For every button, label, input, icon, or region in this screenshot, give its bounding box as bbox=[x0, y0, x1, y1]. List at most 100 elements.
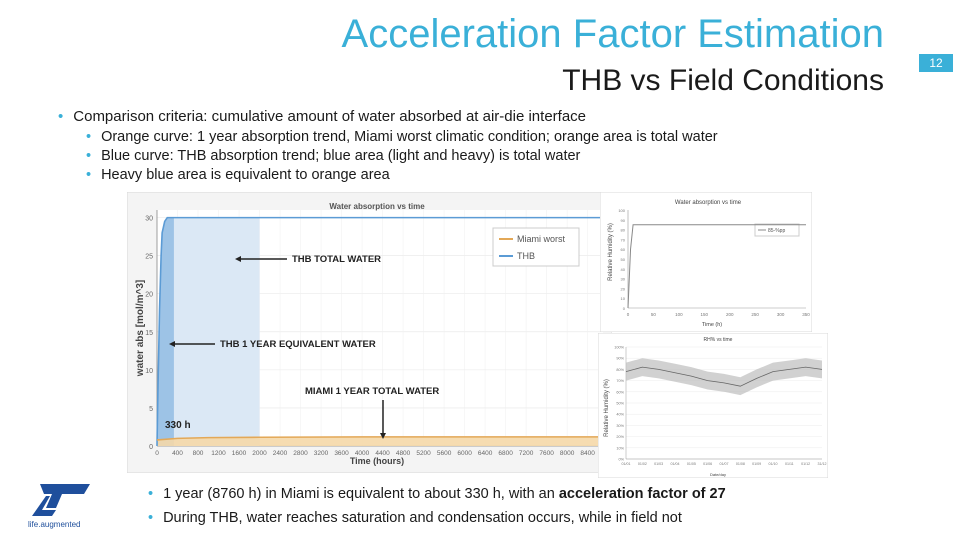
x-tick-label: 2800 bbox=[293, 450, 308, 457]
arrowhead bbox=[169, 341, 175, 347]
x-tick-label: 4000 bbox=[355, 450, 370, 457]
y-tick-label: 0 bbox=[149, 444, 153, 451]
y-tick-label: 90% bbox=[616, 357, 624, 361]
x-tick-label: 250 bbox=[751, 312, 759, 317]
st-logo: life.augmented bbox=[28, 484, 90, 529]
y-tick-label: 25 bbox=[145, 254, 153, 261]
y-tick-label: 30 bbox=[145, 216, 153, 223]
sub-bullet: • Heavy blue area is equivalent to orange… bbox=[86, 167, 390, 183]
series-line-rh bbox=[625, 366, 823, 387]
x-tick-label: 150 bbox=[701, 312, 709, 317]
y-tick-label: 60% bbox=[616, 390, 624, 394]
legend-label-thb: THB bbox=[517, 251, 535, 261]
series-line-miami-worst bbox=[156, 436, 603, 441]
x-tick-label: 01/12 bbox=[801, 462, 810, 466]
y-tick-label: 80% bbox=[616, 368, 624, 372]
x-tick-label: 01/09 bbox=[752, 462, 761, 466]
x-tick-label: 01/07 bbox=[720, 462, 729, 466]
bottom-bullet: • 1 year (8760 h) in Miami is equivalent … bbox=[148, 486, 726, 502]
bullet-dot: • bbox=[148, 510, 154, 526]
rh-year-chart: RH% vs time Relative Humidity (%) Date/d… bbox=[598, 333, 828, 478]
y-tick-label: 10% bbox=[616, 446, 624, 450]
legend-label: 85-%pp bbox=[768, 228, 785, 234]
x-tick-label: 2000 bbox=[252, 450, 267, 457]
legend-box bbox=[754, 223, 800, 237]
x-tick-label: 01/05 bbox=[687, 462, 696, 466]
bullet-main: • Comparison criteria: cumulative amount … bbox=[58, 108, 586, 125]
x-tick-label: 01/10 bbox=[769, 462, 778, 466]
x-tick-label: 6800 bbox=[498, 450, 513, 457]
x-tick-label: 1200 bbox=[211, 450, 226, 457]
y-axis-label: Relative Humidity (%) bbox=[604, 379, 610, 437]
y-tick-label: 50 bbox=[621, 257, 626, 262]
thb-total-area bbox=[157, 217, 260, 446]
y-tick-label: 10 bbox=[621, 296, 626, 301]
sub-bullet-text: Blue curve: THB absorption trend; blue a… bbox=[101, 148, 581, 164]
x-axis-label: Time (hours) bbox=[350, 456, 404, 466]
x-tick-label: 01/03 bbox=[654, 462, 663, 466]
y-tick-label: 60 bbox=[621, 247, 626, 252]
x-tick-label: 01/11 bbox=[785, 462, 794, 466]
bullet-dot: • bbox=[58, 108, 64, 125]
bottom-bullet-text: During THB, water reaches saturation and… bbox=[163, 510, 682, 526]
x-tick-label: 7200 bbox=[519, 450, 534, 457]
y-axis-label: Relative Humidity (%) bbox=[608, 223, 614, 281]
y-tick-label: 40 bbox=[621, 267, 626, 272]
series-line-rh bbox=[627, 224, 806, 309]
y-tick-label: 5 bbox=[149, 406, 153, 413]
x-tick-label: 5200 bbox=[416, 450, 431, 457]
y-tick-label: 80 bbox=[621, 228, 626, 233]
miami-total-area bbox=[157, 436, 603, 446]
x-tick-label: 8000 bbox=[560, 450, 575, 457]
bullet-dot: • bbox=[86, 129, 92, 145]
x-tick-label: 6400 bbox=[478, 450, 493, 457]
logo-shape bbox=[32, 496, 56, 516]
bottom-bullet: • During THB, water reaches saturation an… bbox=[148, 510, 682, 526]
x-tick-label: 1600 bbox=[232, 450, 247, 457]
y-tick-label: 100 bbox=[618, 208, 625, 213]
annotation-miami-total: MIAMI 1 YEAR TOTAL WATER bbox=[305, 386, 439, 397]
x-tick-label: 100 bbox=[675, 312, 683, 317]
y-axis-label: water abs [mol/m^3] bbox=[135, 280, 146, 377]
chart-title: RH% vs time bbox=[704, 337, 733, 343]
y-tick-label: 10 bbox=[145, 368, 153, 375]
x-tick-label: 7600 bbox=[539, 450, 554, 457]
chart-background bbox=[600, 192, 812, 332]
x-tick-label: 8400 bbox=[580, 450, 595, 457]
bottom-bullet-bold: acceleration factor of 27 bbox=[558, 486, 726, 502]
x-tick-label: 800 bbox=[193, 450, 204, 457]
bullet-dot: • bbox=[86, 148, 92, 164]
x-tick-label: 31/12 bbox=[818, 462, 827, 466]
page-subtitle: THB vs Field Conditions bbox=[562, 64, 884, 97]
y-tick-label: 0 bbox=[623, 306, 626, 311]
y-tick-label: 70 bbox=[621, 237, 626, 242]
x-tick-label: 01/01 bbox=[622, 462, 631, 466]
x-tick-label: 200 bbox=[726, 312, 734, 317]
x-tick-label: 4400 bbox=[375, 450, 390, 457]
rh-step-chart: Water absorption vs time Relative Humidi… bbox=[600, 192, 812, 332]
page-number-badge: 12 bbox=[919, 54, 953, 72]
y-tick-label: 100% bbox=[614, 346, 624, 350]
x-tick-label: 350 bbox=[802, 312, 810, 317]
sub-bullet: • Blue curve: THB absorption trend; blue … bbox=[86, 148, 580, 164]
bottom-bullet-text: 1 year (8760 h) in Miami is equivalent t… bbox=[163, 486, 559, 502]
y-tick-label: 15 bbox=[145, 330, 153, 337]
annotation-330h: 330 h bbox=[165, 420, 191, 431]
chart-title: Water absorption vs time bbox=[675, 200, 742, 206]
y-tick-label: 90 bbox=[621, 218, 626, 223]
x-tick-label: 6000 bbox=[457, 450, 472, 457]
x-tick-label: 400 bbox=[172, 450, 183, 457]
y-tick-label: 30% bbox=[616, 424, 624, 428]
series-line-thb bbox=[156, 216, 603, 447]
bullet-dot: • bbox=[86, 167, 92, 183]
x-tick-label: 01/08 bbox=[736, 462, 745, 466]
logo-tagline: life.augmented bbox=[28, 520, 80, 529]
sub-bullet: • Orange curve: 1 year absorption trend, … bbox=[86, 129, 718, 145]
y-tick-label: 40% bbox=[616, 413, 624, 417]
y-tick-label: 20 bbox=[145, 292, 153, 299]
arrowhead bbox=[235, 256, 241, 262]
y-tick-label: 20% bbox=[616, 435, 624, 439]
chart-background bbox=[598, 333, 828, 478]
x-tick-label: 3600 bbox=[334, 450, 349, 457]
x-tick-label: 3200 bbox=[314, 450, 329, 457]
